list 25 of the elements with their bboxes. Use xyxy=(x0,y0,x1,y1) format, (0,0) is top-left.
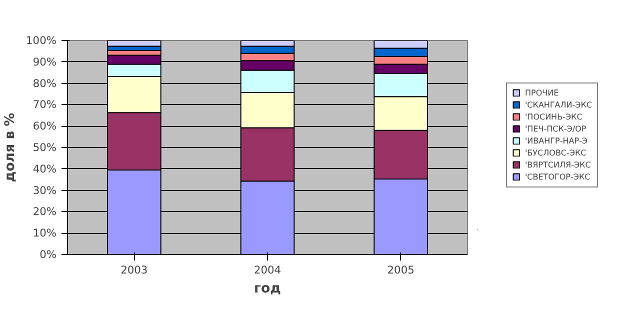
y-tick-label: 30% xyxy=(32,184,56,197)
legend-label: 'СКАНГАЛИ-ЭКС xyxy=(524,100,592,109)
y-tick-label: 70% xyxy=(32,98,56,112)
legend-label: 'ПОСИНЬ-ЭКС xyxy=(524,112,582,121)
y-tick-label: 80% xyxy=(32,76,56,90)
y-tick-label: 40% xyxy=(32,162,56,176)
legend-label: 'СВЕТОГОР-ЭКС xyxy=(524,172,590,181)
x-tick-label: 2003 xyxy=(120,264,148,276)
legend-label: 'ВЯРТСИЛЯ-ЭКС xyxy=(524,160,591,169)
y-tick-label: 90% xyxy=(32,55,56,68)
legend-label: ПРОЧИЕ xyxy=(524,88,559,97)
y-axis-title: доля в % xyxy=(3,112,18,182)
y-tick-label: 100% xyxy=(26,34,57,47)
y-tick-label: 20% xyxy=(32,205,56,218)
legend-label: 'ИВАНГР-НАР-Э xyxy=(524,136,588,145)
x-axis-title: год xyxy=(254,282,282,296)
y-tick-label: 50% xyxy=(32,141,56,154)
x-tick-label: 2005 xyxy=(387,264,414,276)
x-tick-label: 2004 xyxy=(254,264,282,276)
y-tick-label: 60% xyxy=(32,120,56,133)
legend-label: 'БУСЛОВС-ЭКС xyxy=(524,148,586,157)
y-tick-label: 0% xyxy=(40,248,56,261)
y-tick-label: 10% xyxy=(32,226,56,240)
bar xyxy=(107,40,162,47)
legend-label: 'ПЕЧ-ПСК-Э/ОР xyxy=(524,124,586,133)
